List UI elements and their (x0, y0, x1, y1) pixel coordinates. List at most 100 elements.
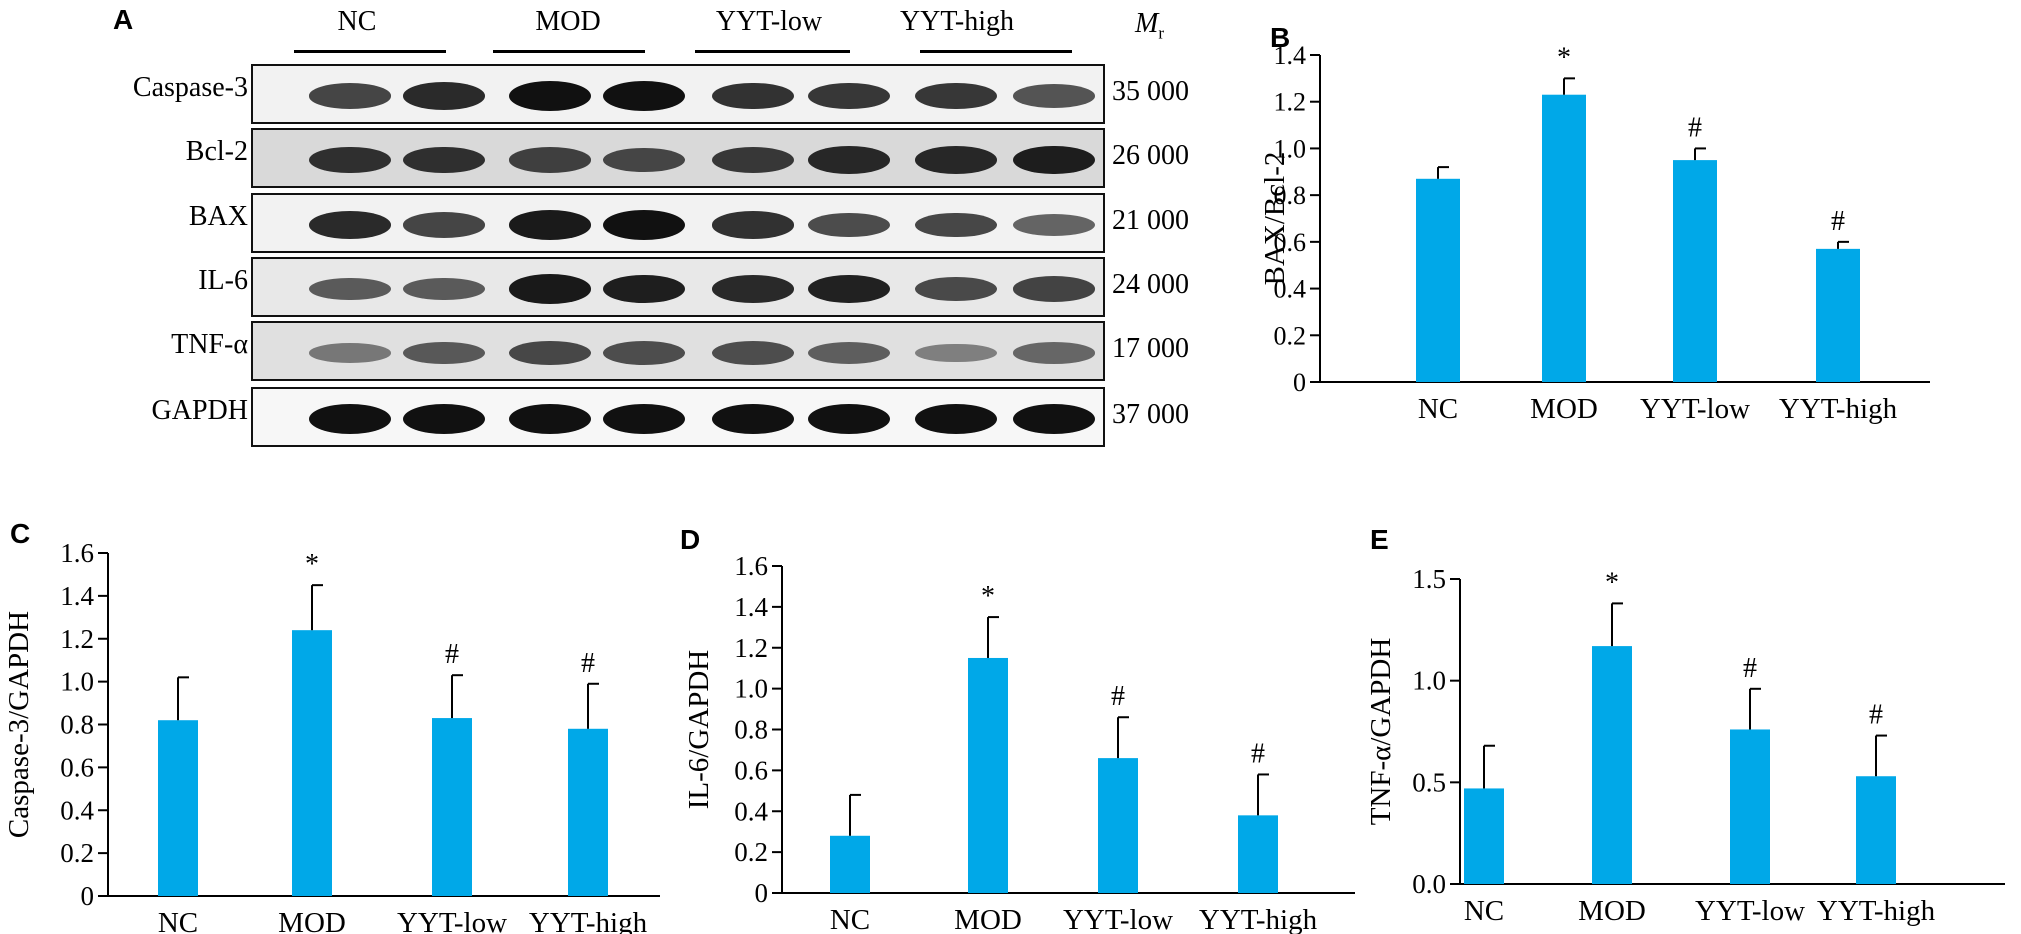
panel-letter-b: B (1270, 22, 1291, 53)
y-tick-label: 0.8 (734, 715, 768, 745)
blot-band (509, 147, 591, 173)
protein-label: Caspase-3 (132, 72, 248, 103)
blot-band (509, 274, 591, 304)
x-category-label: MOD (1530, 393, 1598, 425)
molecular-weight-label: 17 000 (1112, 333, 1189, 364)
x-category-label: MOD (278, 907, 346, 934)
blot-band (1013, 145, 1095, 175)
blot-band (509, 81, 591, 111)
blot-band (309, 83, 391, 109)
blot-band (1013, 214, 1095, 236)
blot-band (509, 404, 591, 434)
blot-band (808, 146, 890, 174)
bar (1856, 776, 1896, 884)
blot-band (309, 343, 391, 363)
blot-band (603, 404, 685, 434)
blot-band (403, 404, 485, 434)
x-category-label: MOD (1578, 895, 1646, 927)
blot-band (603, 81, 685, 111)
y-tick-label: 1.0 (1412, 666, 1446, 696)
bar (1816, 248, 1860, 382)
x-category-label: YYT-low (1695, 895, 1805, 927)
bar (1464, 788, 1504, 884)
y-tick-label: 1.0 (1274, 134, 1307, 163)
blot-band (309, 211, 391, 239)
y-tick-label: 0.6 (734, 755, 768, 785)
x-category-label: YYT-high (1199, 904, 1318, 934)
x-category-label: NC (158, 907, 198, 934)
molecular-weight-label: 37 000 (1112, 399, 1189, 430)
y-tick-label: 1.2 (1274, 88, 1307, 117)
y-tick-label: 0.2 (734, 837, 768, 867)
chart-il6-gapdh: D 0 0.2 0.4 0.6 0.8 1.0 1.2 1.4 1.6 IL-6/GAPDH NC *… (680, 508, 1360, 934)
x-category-label: NC (830, 904, 870, 934)
significance-mark: # (581, 648, 595, 679)
blot-strip (251, 128, 1105, 188)
y-tick-label: 0.8 (60, 710, 94, 740)
bar (968, 657, 1008, 893)
y-axis-label: BAX/Bcl-2 (1259, 152, 1291, 286)
y-tick-label: 1.0 (734, 674, 768, 704)
protein-label: IL-6 (198, 265, 248, 296)
blot-band (403, 146, 485, 174)
blot-band (915, 212, 997, 238)
blot-band (1013, 84, 1095, 108)
y-tick-label: 0.4 (734, 796, 768, 826)
blot-band (915, 404, 997, 434)
blot-band (603, 210, 685, 240)
significance-mark: # (1869, 700, 1883, 731)
molecular-weight-label: 35 000 (1112, 76, 1189, 107)
mr-label: Mr (1135, 8, 1164, 44)
y-tick-label: 0.6 (1274, 228, 1307, 257)
x-category-label: NC (1464, 895, 1504, 927)
blot-band (808, 342, 890, 364)
blot-band (403, 82, 485, 110)
x-category-label: YYT-low (1063, 904, 1173, 934)
panel-letter-c: C (10, 518, 31, 549)
blot-band (403, 277, 485, 301)
group-underline-mod (493, 50, 645, 53)
blot-band (808, 212, 890, 238)
significance-mark: # (1111, 681, 1125, 712)
blot-band (712, 211, 794, 239)
significance-mark: * (981, 581, 995, 612)
blot-band (603, 274, 685, 304)
molecular-weight-label: 24 000 (1112, 269, 1189, 300)
blot-band (808, 274, 890, 304)
blot-band (309, 404, 391, 434)
blot-band (309, 277, 391, 301)
blot-strip (251, 387, 1105, 447)
blot-band (309, 146, 391, 174)
bar (1592, 646, 1632, 884)
x-category-label: YYT-high (1817, 895, 1936, 927)
significance-mark: # (1251, 738, 1265, 769)
bar (158, 720, 198, 896)
chart-caspase3-gapdh: C 0 0.2 0.4 0.6 0.8 1.0 1.2 1.4 1.6 Caspase-3/GAP… (0, 508, 680, 934)
bar (1542, 94, 1586, 382)
y-tick-label: 0.8 (1274, 181, 1307, 210)
blot-band (403, 341, 485, 365)
y-tick-label: 1.6 (734, 551, 768, 581)
blot-band (1013, 276, 1095, 302)
mr-label-sub: r (1158, 23, 1164, 43)
blot-band (712, 275, 794, 303)
bar (292, 630, 332, 896)
y-axis-label: IL-6/GAPDH (683, 650, 715, 810)
western-blot-panel: A NC MOD YYT-low YYT-high Mr Caspase-3 35… (0, 0, 1230, 470)
bar (1098, 758, 1138, 893)
y-tick-label: 1.4 (1274, 41, 1307, 70)
molecular-weight-label: 26 000 (1112, 140, 1189, 171)
y-tick-label: 0 (755, 878, 769, 908)
protein-label: BAX (188, 201, 248, 232)
y-tick-label: 0.0 (1412, 869, 1446, 899)
protein-label: GAPDH (151, 395, 248, 426)
x-category-label: YYT-low (397, 907, 507, 934)
blot-band (712, 147, 794, 173)
blot-band (712, 82, 794, 110)
blot-band (915, 146, 997, 174)
y-tick-label: 1.4 (734, 592, 768, 622)
blot-band (915, 82, 997, 110)
blot-band (712, 404, 794, 434)
y-tick-label: 0.6 (60, 752, 94, 782)
bar (830, 835, 870, 893)
